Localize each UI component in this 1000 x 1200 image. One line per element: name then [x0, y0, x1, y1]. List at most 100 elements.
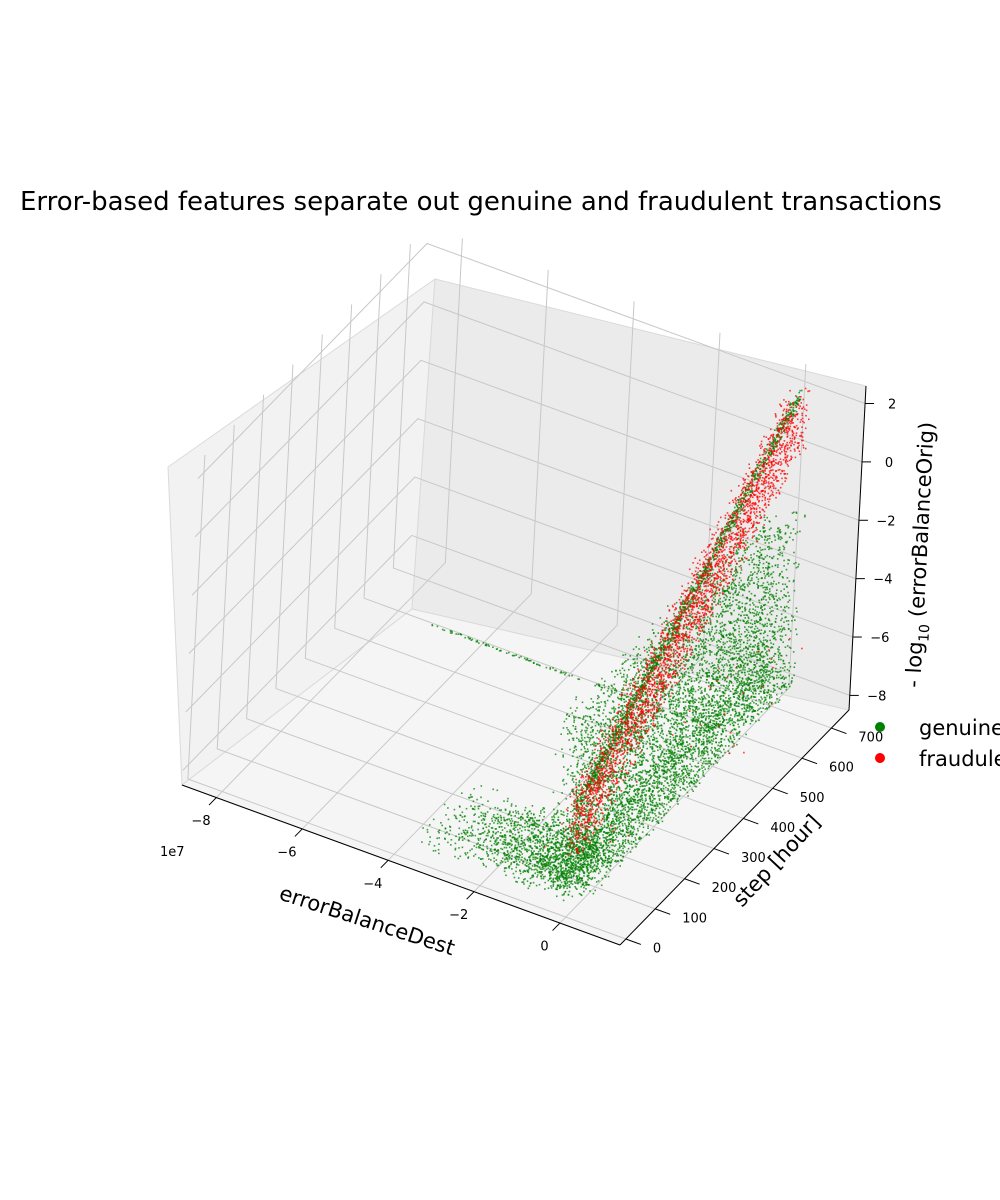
genuine-point [798, 399, 801, 401]
genuine-point [672, 632, 674, 635]
genuine-point [579, 868, 581, 871]
genuine-point [712, 635, 715, 638]
genuine-point [666, 687, 668, 689]
genuine-point [677, 619, 679, 621]
genuine-point [712, 665, 714, 667]
genuine-point [660, 803, 663, 806]
genuine-point [623, 845, 625, 847]
genuine-point [652, 755, 654, 757]
genuine-point [629, 786, 632, 788]
genuine-point [759, 640, 762, 642]
genuine-point [779, 666, 782, 669]
genuine-point [557, 854, 560, 857]
genuine-point [620, 721, 623, 723]
genuine-point [759, 476, 762, 478]
genuine-point [648, 834, 650, 836]
genuine-point [640, 771, 642, 774]
genuine-point [783, 627, 785, 629]
genuine-point [752, 691, 754, 694]
genuine-point [685, 683, 687, 685]
genuine-point [570, 843, 573, 845]
genuine-point [591, 845, 593, 848]
genuine-point [619, 794, 621, 797]
genuine-point [712, 704, 714, 707]
genuine-point [692, 725, 694, 727]
genuine-point [693, 780, 696, 783]
genuine-point [778, 625, 780, 628]
genuine-point [693, 656, 696, 658]
genuine-point [692, 587, 695, 590]
genuine-point [780, 658, 782, 661]
genuine-point [598, 709, 600, 711]
genuine-point [688, 605, 690, 608]
genuine-point [626, 819, 629, 821]
genuine-point [637, 680, 639, 683]
genuine-point [713, 690, 716, 693]
genuine-point [596, 838, 598, 840]
genuine-point [642, 826, 645, 829]
genuine-point [585, 854, 587, 856]
genuine-point [649, 666, 651, 669]
genuine-point [618, 818, 621, 821]
genuine-point [749, 491, 751, 494]
genuine-point [640, 686, 642, 689]
genuine-point [762, 466, 764, 469]
genuine-point [754, 692, 757, 695]
genuine-point [709, 623, 712, 626]
genuine-point [759, 690, 761, 693]
genuine-point [659, 732, 662, 734]
genuine-point [754, 473, 757, 475]
genuine-point [696, 637, 699, 639]
genuine-point [674, 639, 676, 642]
genuine-point [587, 841, 590, 844]
genuine-point [636, 843, 638, 845]
genuine-point [607, 733, 609, 735]
genuine-point [670, 669, 673, 671]
genuine-point [728, 587, 730, 590]
genuine-point [683, 675, 686, 678]
genuine-point [642, 674, 644, 676]
genuine-point [725, 677, 727, 679]
genuine-point [725, 590, 727, 592]
genuine-point [776, 589, 778, 591]
genuine-point [642, 805, 644, 807]
genuine-point [649, 774, 652, 776]
genuine-point [791, 413, 793, 416]
genuine-point [710, 630, 713, 633]
genuine-point [729, 664, 731, 666]
genuine-point [614, 676, 616, 678]
genuine-point [771, 675, 773, 678]
genuine-point [755, 653, 757, 656]
genuine-point [601, 772, 603, 774]
genuine-point [614, 810, 616, 812]
genuine-point [581, 743, 583, 746]
genuine-point [584, 740, 586, 743]
genuine-point [744, 626, 746, 628]
genuine-point [763, 591, 765, 593]
genuine-point [595, 761, 597, 764]
genuine-point [634, 736, 637, 738]
genuine-point [671, 636, 674, 639]
genuine-point [585, 791, 587, 794]
genuine-point [593, 743, 596, 745]
genuine-point [789, 402, 792, 404]
genuine-point [742, 699, 744, 702]
genuine-point [622, 722, 625, 724]
genuine-point [725, 684, 728, 687]
genuine-point [664, 698, 667, 700]
genuine-point [650, 775, 653, 777]
genuine-point [708, 741, 710, 744]
genuine-point [643, 753, 646, 755]
genuine-point [737, 508, 740, 511]
genuine-point [611, 840, 614, 843]
genuine-point [596, 773, 598, 776]
genuine-point [632, 798, 634, 801]
genuine-point [753, 690, 755, 692]
genuine-point [660, 753, 663, 755]
genuine-point [707, 760, 710, 762]
genuine-point [696, 658, 699, 660]
genuine-point [625, 765, 628, 767]
genuine-point [678, 738, 680, 741]
genuine-point [760, 676, 763, 678]
genuine-point [770, 572, 773, 575]
